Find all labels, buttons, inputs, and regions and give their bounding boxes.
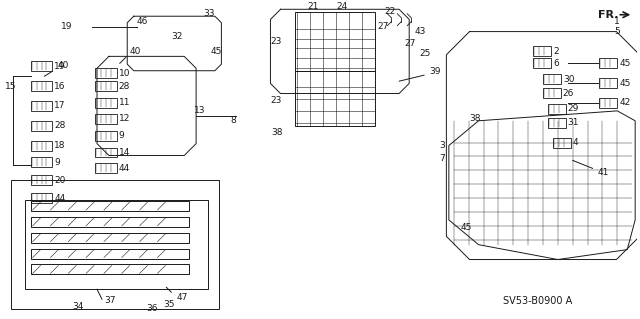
Bar xyxy=(31,193,52,203)
Text: 44: 44 xyxy=(119,164,130,173)
Bar xyxy=(31,61,52,71)
Text: 16: 16 xyxy=(54,82,66,91)
Text: 11: 11 xyxy=(119,99,131,108)
Bar xyxy=(95,148,117,158)
Bar xyxy=(295,12,374,71)
Text: 2: 2 xyxy=(553,47,559,56)
Text: 34: 34 xyxy=(72,302,84,311)
Bar xyxy=(95,68,117,78)
Bar xyxy=(600,98,618,108)
Text: 45: 45 xyxy=(620,59,630,68)
Text: 43: 43 xyxy=(414,27,426,36)
Bar xyxy=(31,101,52,111)
Text: 12: 12 xyxy=(119,114,130,123)
Text: 38: 38 xyxy=(469,114,481,123)
Text: 10: 10 xyxy=(119,69,131,78)
Bar xyxy=(31,217,189,227)
Bar xyxy=(548,118,566,128)
Text: 19: 19 xyxy=(61,22,72,31)
Bar xyxy=(95,81,117,91)
Text: 45: 45 xyxy=(620,78,630,88)
Text: 22: 22 xyxy=(385,7,396,16)
Text: 33: 33 xyxy=(204,9,215,18)
Text: 9: 9 xyxy=(119,131,125,140)
Text: 42: 42 xyxy=(620,99,630,108)
Text: 31: 31 xyxy=(568,118,579,127)
Text: 36: 36 xyxy=(147,304,158,313)
Text: 6: 6 xyxy=(553,59,559,68)
Bar xyxy=(533,47,551,56)
Bar xyxy=(31,264,189,274)
Text: 27: 27 xyxy=(404,39,415,48)
Bar xyxy=(600,58,618,68)
Text: 26: 26 xyxy=(563,89,574,98)
Bar xyxy=(31,121,52,131)
Text: 38: 38 xyxy=(271,128,282,137)
Bar xyxy=(31,81,52,91)
Text: 8: 8 xyxy=(231,116,237,125)
Bar xyxy=(543,74,561,84)
Bar xyxy=(31,249,189,258)
Text: 19: 19 xyxy=(54,62,66,71)
Text: 9: 9 xyxy=(54,158,60,167)
Text: 21: 21 xyxy=(307,2,319,11)
Text: 27: 27 xyxy=(378,22,389,31)
Bar xyxy=(31,175,52,185)
Text: 40: 40 xyxy=(130,47,141,56)
Text: 40: 40 xyxy=(58,61,68,70)
Text: 29: 29 xyxy=(568,104,579,113)
Text: 1: 1 xyxy=(614,17,620,26)
Bar xyxy=(295,71,374,126)
Text: 23: 23 xyxy=(270,96,282,106)
Bar xyxy=(31,158,52,167)
Text: 45: 45 xyxy=(461,223,472,232)
Bar xyxy=(553,137,571,148)
Text: 4: 4 xyxy=(573,138,579,147)
Bar xyxy=(533,58,551,68)
Text: 28: 28 xyxy=(54,121,66,130)
Text: 13: 13 xyxy=(194,106,205,115)
Bar xyxy=(95,163,117,173)
Bar xyxy=(25,200,208,289)
Text: 35: 35 xyxy=(163,300,175,309)
Text: 5: 5 xyxy=(614,27,620,36)
Text: 28: 28 xyxy=(119,82,130,91)
Bar xyxy=(548,104,566,114)
Bar xyxy=(95,114,117,124)
Text: 41: 41 xyxy=(598,168,609,177)
Text: 23: 23 xyxy=(270,37,282,46)
Text: 3: 3 xyxy=(439,141,445,150)
Bar xyxy=(600,78,618,88)
Bar xyxy=(31,141,52,151)
Text: 7: 7 xyxy=(439,154,445,163)
Text: 18: 18 xyxy=(54,141,66,150)
Bar xyxy=(95,131,117,141)
Text: SV53-B0900 A: SV53-B0900 A xyxy=(503,296,573,306)
Text: 44: 44 xyxy=(54,194,66,203)
Bar xyxy=(95,98,117,108)
Text: 15: 15 xyxy=(5,82,17,91)
Bar xyxy=(31,201,189,211)
Text: 24: 24 xyxy=(336,2,348,11)
Bar xyxy=(31,233,189,243)
Bar xyxy=(11,180,219,309)
Bar xyxy=(543,88,561,98)
Text: 37: 37 xyxy=(104,296,115,305)
Text: 39: 39 xyxy=(429,67,440,76)
Text: 46: 46 xyxy=(137,17,148,26)
Text: FR.: FR. xyxy=(598,10,618,20)
Text: 30: 30 xyxy=(563,75,574,84)
Text: 14: 14 xyxy=(119,148,130,157)
Text: 20: 20 xyxy=(54,176,66,185)
Text: 32: 32 xyxy=(172,32,182,41)
Text: 17: 17 xyxy=(54,101,66,110)
Text: 47: 47 xyxy=(176,293,188,302)
Text: 25: 25 xyxy=(419,49,431,58)
Text: 45: 45 xyxy=(211,47,222,56)
